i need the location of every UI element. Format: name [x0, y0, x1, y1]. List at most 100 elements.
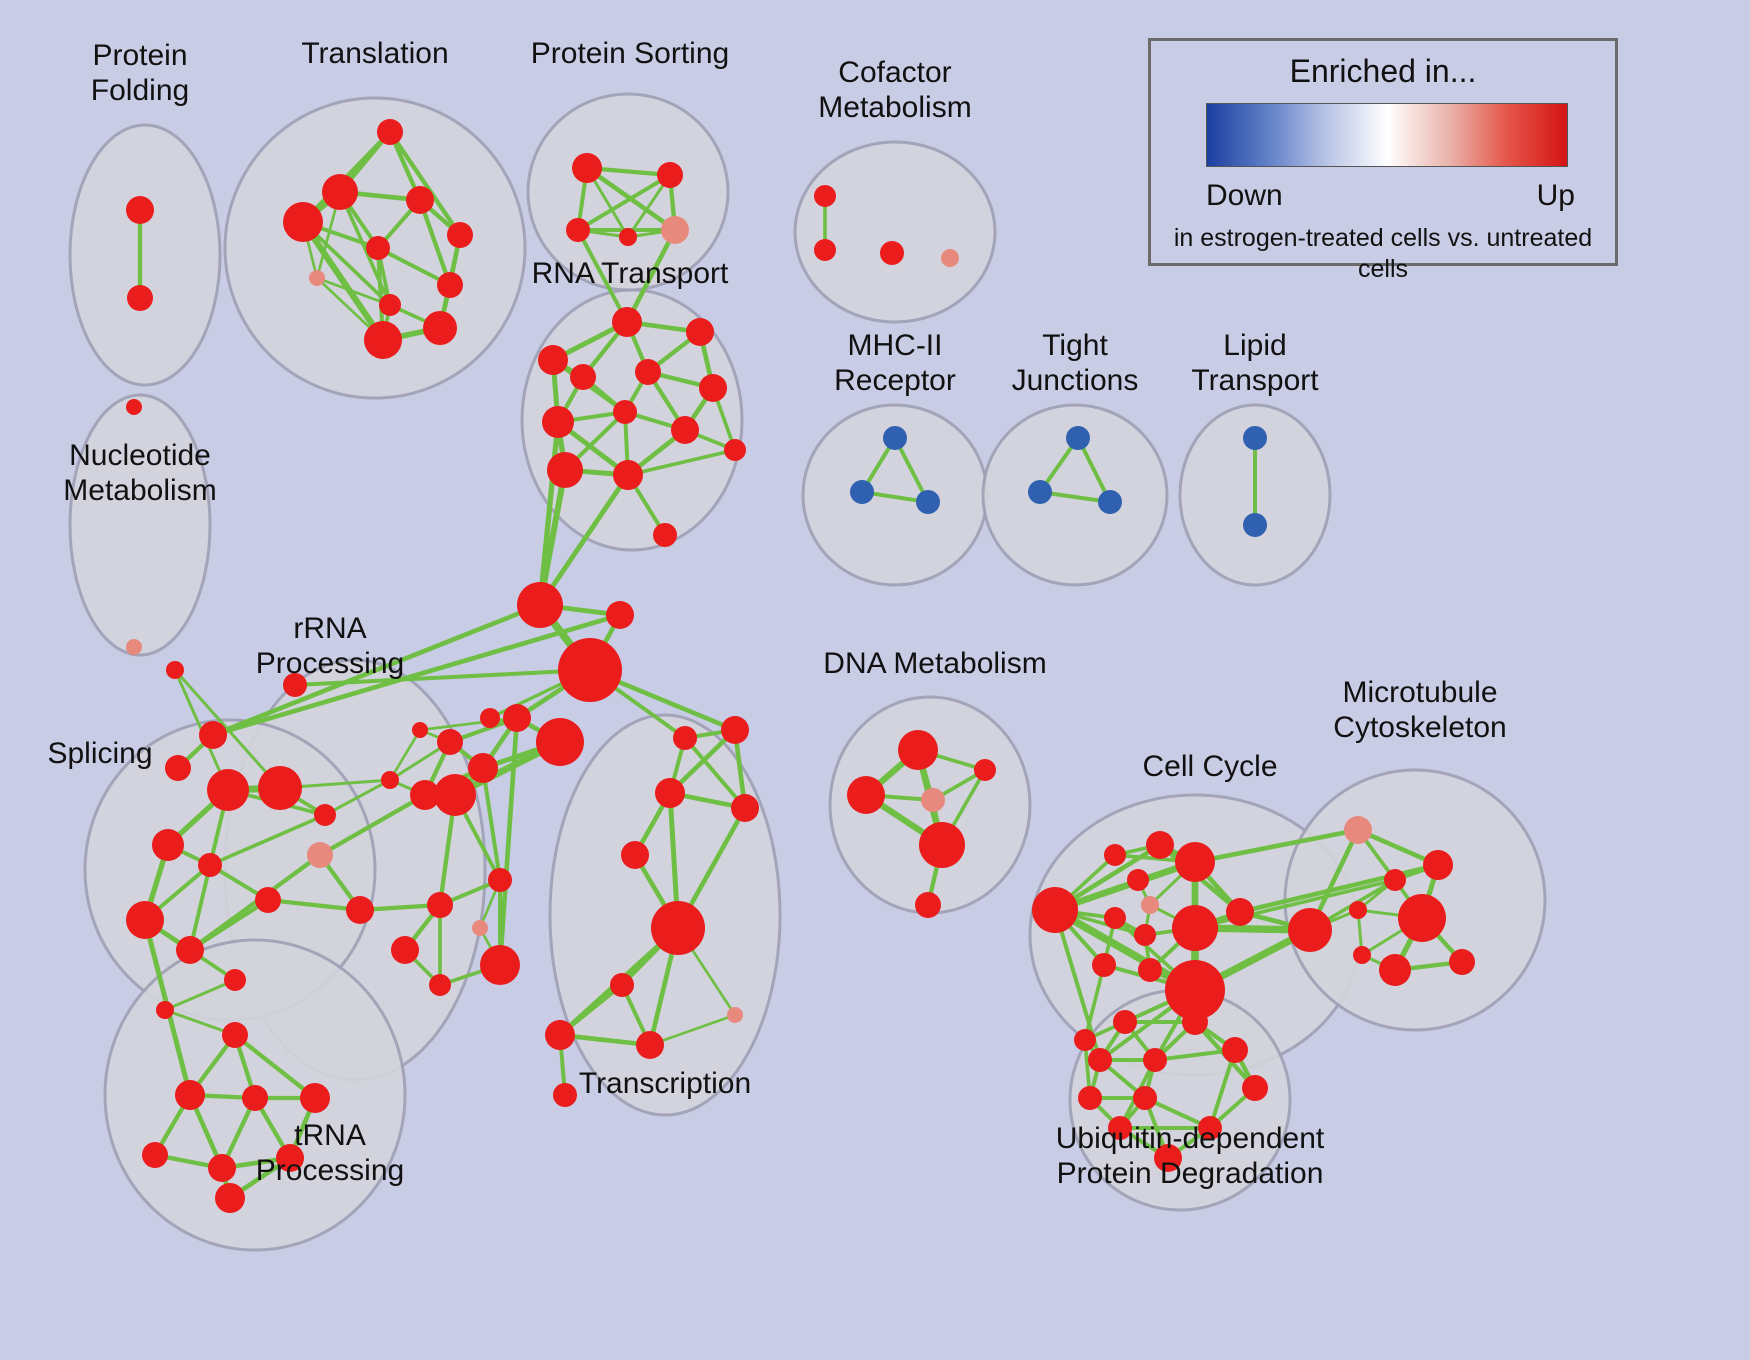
gene-node-rt1[interactable] — [612, 307, 642, 337]
gene-node-rr11[interactable] — [381, 771, 399, 789]
gene-node-dna3[interactable] — [847, 776, 885, 814]
gene-node-dna4[interactable] — [921, 788, 945, 812]
gene-node-rr6[interactable] — [198, 853, 222, 877]
gene-node-pf1[interactable] — [126, 196, 154, 224]
gene-node-rr12[interactable] — [412, 722, 428, 738]
gene-node-cc10[interactable] — [1226, 898, 1254, 926]
gene-node-rr15[interactable] — [536, 718, 584, 766]
gene-node-tr10[interactable] — [423, 311, 457, 345]
gene-node-mt4[interactable] — [1349, 901, 1367, 919]
gene-node-tx7[interactable] — [731, 794, 759, 822]
gene-node-ub5[interactable] — [1143, 1048, 1167, 1072]
gene-node-rr26[interactable] — [480, 945, 520, 985]
gene-node-rt9[interactable] — [671, 416, 699, 444]
gene-node-tp3[interactable] — [242, 1085, 268, 1111]
gene-node-tp5[interactable] — [142, 1142, 168, 1168]
gene-node-rr19[interactable] — [346, 896, 374, 924]
gene-node-tp4[interactable] — [300, 1083, 330, 1113]
gene-node-tx9[interactable] — [651, 901, 705, 955]
gene-node-cm1[interactable] — [814, 185, 836, 207]
gene-node-tx12[interactable] — [636, 1031, 664, 1059]
gene-node-rr27[interactable] — [156, 1001, 174, 1019]
gene-node-tr6[interactable] — [366, 236, 390, 260]
gene-node-ps4[interactable] — [619, 228, 637, 246]
gene-node-tx13[interactable] — [727, 1007, 743, 1023]
gene-node-cc1[interactable] — [1032, 887, 1078, 933]
gene-node-ps2[interactable] — [657, 162, 683, 188]
gene-node-tj1[interactable] — [1066, 426, 1090, 450]
gene-node-tp8[interactable] — [215, 1183, 245, 1213]
gene-node-mt6[interactable] — [1353, 946, 1371, 964]
gene-node-rt10[interactable] — [547, 452, 583, 488]
gene-node-tr1[interactable] — [377, 119, 403, 145]
gene-node-cc8[interactable] — [1134, 924, 1156, 946]
gene-node-mt8[interactable] — [1449, 949, 1475, 975]
gene-node-rr2[interactable] — [207, 769, 249, 811]
gene-node-ps5[interactable] — [661, 216, 689, 244]
gene-node-rr9[interactable] — [176, 936, 204, 964]
gene-node-mt1[interactable] — [1344, 816, 1372, 844]
gene-node-ub10[interactable] — [1108, 1116, 1132, 1140]
gene-node-rr13[interactable] — [437, 729, 463, 755]
gene-node-tx8[interactable] — [621, 841, 649, 869]
gene-node-rr3[interactable] — [258, 766, 302, 810]
gene-node-rt12[interactable] — [724, 439, 746, 461]
gene-node-lt2[interactable] — [1243, 513, 1267, 537]
gene-node-pf2[interactable] — [127, 285, 153, 311]
gene-node-cm2[interactable] — [814, 239, 836, 261]
gene-node-rr5[interactable] — [314, 804, 336, 826]
gene-node-tp6[interactable] — [208, 1154, 236, 1182]
gene-node-dna6[interactable] — [915, 892, 941, 918]
gene-node-dna2[interactable] — [974, 759, 996, 781]
gene-node-rt5[interactable] — [635, 359, 661, 385]
gene-node-ub12[interactable] — [1154, 1144, 1182, 1172]
gene-node-tx11[interactable] — [545, 1020, 575, 1050]
gene-node-lt1[interactable] — [1243, 426, 1267, 450]
gene-node-cm4[interactable] — [941, 249, 959, 267]
gene-node-ub11[interactable] — [1198, 1116, 1222, 1140]
gene-node-rt2[interactable] — [686, 318, 714, 346]
gene-node-mhc3[interactable] — [916, 490, 940, 514]
gene-node-rt13[interactable] — [653, 523, 677, 547]
gene-node-sp2[interactable] — [199, 721, 227, 749]
gene-node-rr8[interactable] — [255, 887, 281, 913]
gene-node-rr4[interactable] — [152, 829, 184, 861]
gene-node-rr25[interactable] — [429, 974, 451, 996]
gene-node-mt3[interactable] — [1423, 850, 1453, 880]
gene-node-tr3[interactable] — [406, 186, 434, 214]
gene-node-tj2[interactable] — [1028, 480, 1052, 504]
gene-node-tr11[interactable] — [364, 321, 402, 359]
gene-node-tx3[interactable] — [480, 708, 500, 728]
gene-node-rt8[interactable] — [613, 400, 637, 424]
gene-node-tx0b[interactable] — [606, 601, 634, 629]
gene-node-tr4[interactable] — [283, 202, 323, 242]
gene-node-cc11[interactable] — [1092, 953, 1116, 977]
gene-node-rt3[interactable] — [538, 345, 568, 375]
gene-node-rr22[interactable] — [427, 892, 453, 918]
gene-node-mhc2[interactable] — [850, 480, 874, 504]
gene-node-tx6[interactable] — [655, 778, 685, 808]
gene-node-cc7[interactable] — [1104, 907, 1126, 929]
gene-node-tx14[interactable] — [553, 1083, 577, 1107]
gene-node-cc14[interactable] — [1288, 908, 1332, 952]
gene-node-cc3[interactable] — [1127, 869, 1149, 891]
gene-node-ub9[interactable] — [1242, 1075, 1268, 1101]
gene-node-mt5[interactable] — [1398, 894, 1446, 942]
gene-node-tx10[interactable] — [610, 973, 634, 997]
gene-node-tx0[interactable] — [517, 582, 563, 628]
gene-node-tr9[interactable] — [379, 294, 401, 316]
gene-node-ub4[interactable] — [1088, 1048, 1112, 1072]
gene-node-cc9[interactable] — [1172, 905, 1218, 951]
gene-node-mhc1[interactable] — [883, 426, 907, 450]
gene-node-ub2[interactable] — [1113, 1010, 1137, 1034]
gene-node-rr23[interactable] — [472, 920, 488, 936]
gene-node-nm1[interactable] — [126, 399, 142, 415]
gene-node-cc5[interactable] — [1175, 842, 1215, 882]
gene-node-tx4[interactable] — [721, 716, 749, 744]
gene-node-rt11[interactable] — [613, 460, 643, 490]
gene-node-tr8[interactable] — [437, 272, 463, 298]
gene-node-ub8[interactable] — [1133, 1086, 1157, 1110]
gene-node-dna1[interactable] — [898, 730, 938, 770]
gene-node-rr14[interactable] — [503, 704, 531, 732]
gene-node-rr20[interactable] — [434, 774, 476, 816]
